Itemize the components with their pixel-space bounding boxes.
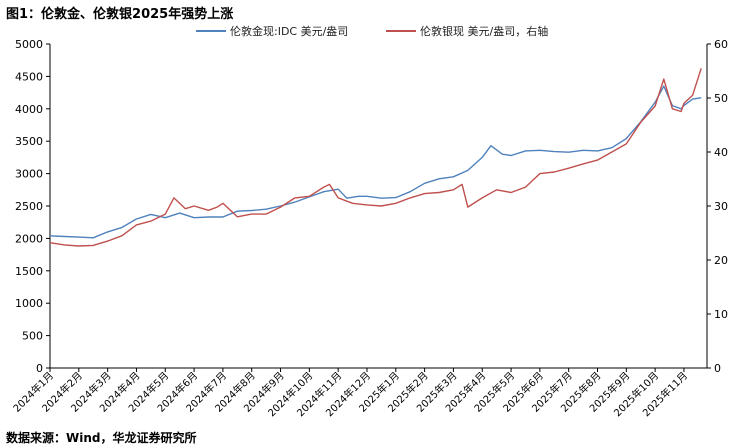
y-left-tick-label: 4500 bbox=[15, 70, 43, 83]
series-line-gold bbox=[49, 85, 702, 239]
series-layer bbox=[49, 68, 702, 247]
y-left-tick-label: 1500 bbox=[15, 265, 43, 278]
y-left-tick-label: 0 bbox=[36, 362, 43, 375]
y-right-tick-label: 30 bbox=[714, 200, 728, 213]
y-right-tick-label: 60 bbox=[714, 38, 728, 51]
y-left-tick-label: 2500 bbox=[15, 200, 43, 213]
y-left-tick-label: 3000 bbox=[15, 168, 43, 181]
y-left-tick-label: 2000 bbox=[15, 232, 43, 245]
y-left-tick-label: 1000 bbox=[15, 297, 43, 310]
y-left-tick-label: 3500 bbox=[15, 135, 43, 148]
legend-label-silver: 伦敦银现 美元/盎司，右轴 bbox=[420, 24, 548, 38]
y-right-tick-label: 40 bbox=[714, 146, 728, 159]
y-left-tick-label: 500 bbox=[22, 330, 43, 343]
data-source-note: 数据来源：Wind，华龙证券研究所 bbox=[6, 431, 197, 445]
series-line-silver bbox=[49, 68, 702, 247]
y-right-tick-label: 0 bbox=[714, 362, 721, 375]
y-left-tick-label: 5000 bbox=[15, 38, 43, 51]
y-left-tick-label: 4000 bbox=[15, 103, 43, 116]
legend: 伦敦金现:IDC 美元/盎司 伦敦银现 美元/盎司，右轴 bbox=[196, 24, 548, 38]
y-right-tick-label: 20 bbox=[714, 254, 728, 267]
chart-title: 图1：伦敦金、伦敦银2025年强势上涨 bbox=[6, 7, 234, 22]
y-right-tick-label: 10 bbox=[714, 308, 728, 321]
y-right-tick-label: 50 bbox=[714, 92, 728, 105]
legend-label-gold: 伦敦金现:IDC 美元/盎司 bbox=[230, 24, 348, 38]
